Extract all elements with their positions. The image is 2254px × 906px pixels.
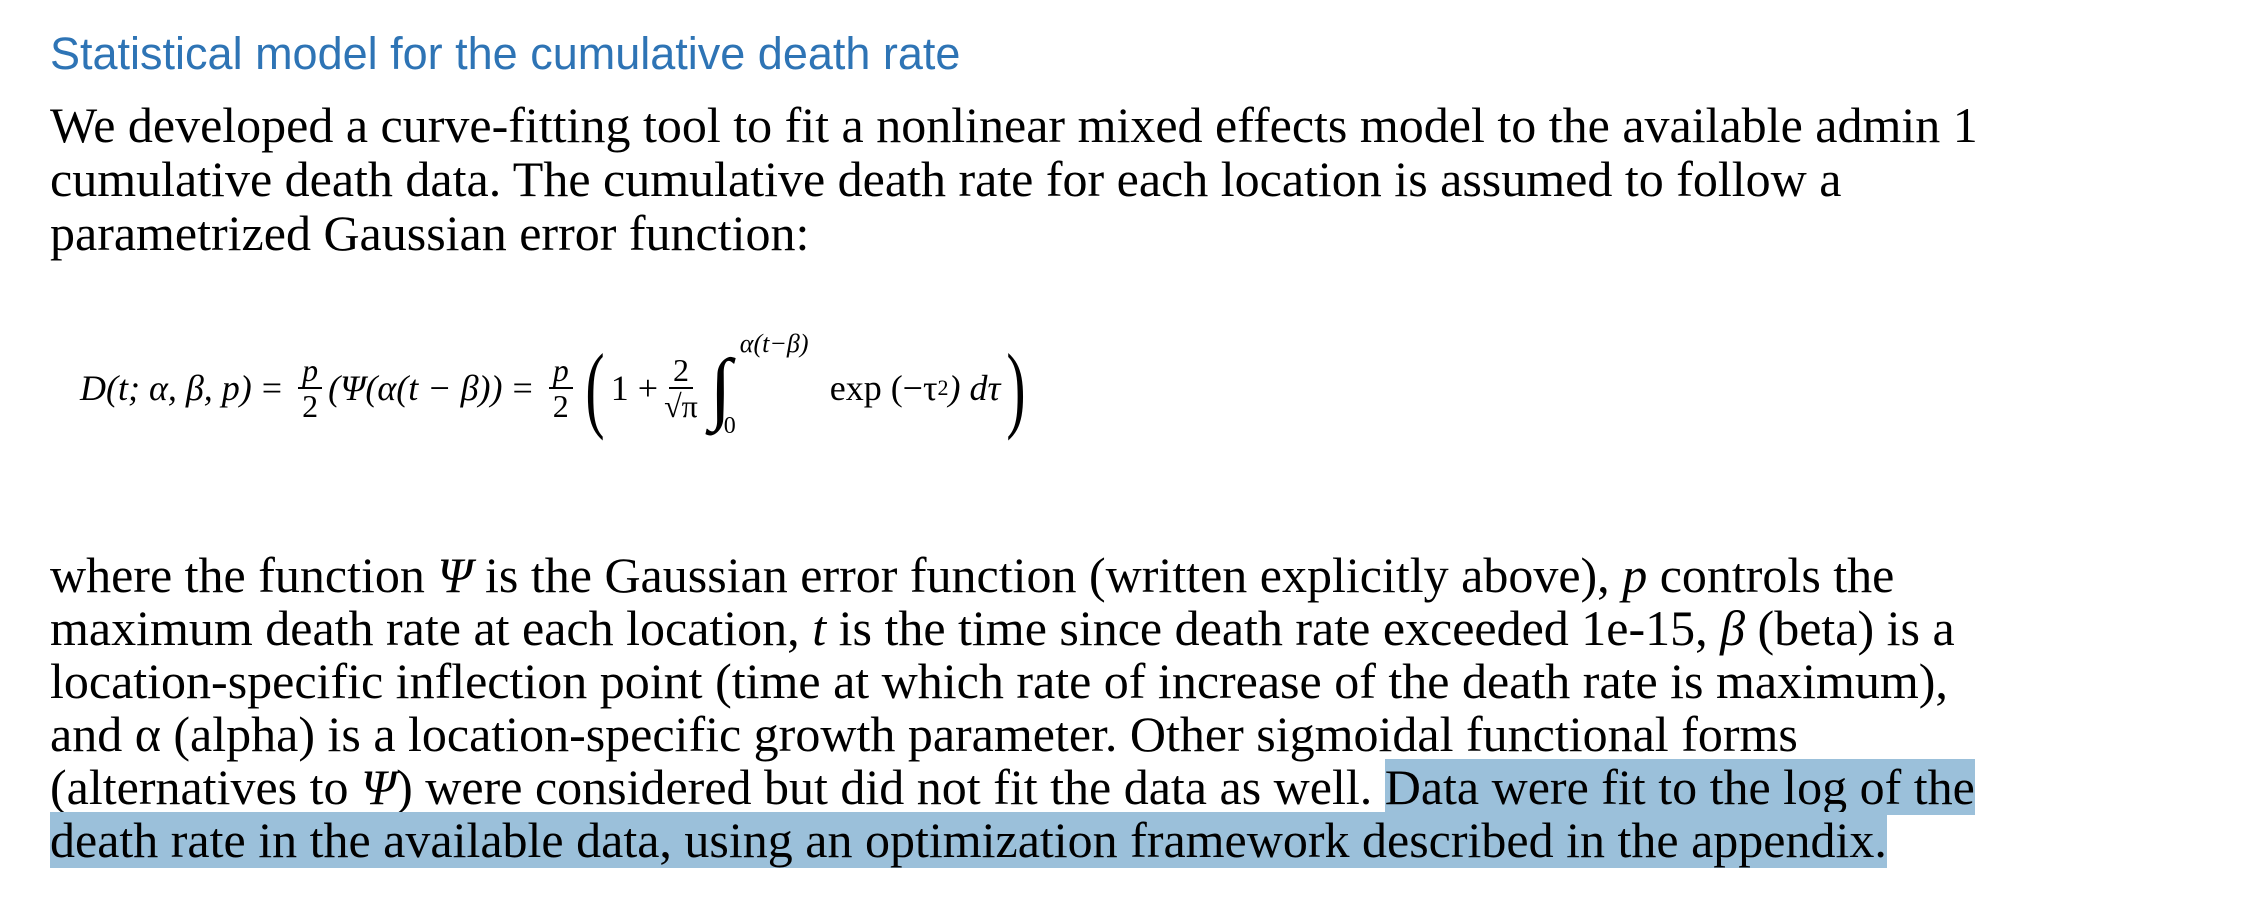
denominator: √π xyxy=(664,388,698,424)
numerator: 2 xyxy=(668,353,693,389)
text-segment: t xyxy=(812,600,827,656)
paragraph-line: (alternatives to Ψ) were considered but … xyxy=(50,759,1975,815)
section-heading: Statistical model for the cumulative dea… xyxy=(50,28,961,79)
text-segment: location-specific inflection point (time… xyxy=(50,653,1948,709)
highlighted-text: death rate in the available data, using … xyxy=(50,812,1887,868)
paragraph-line: location-specific inflection point (time… xyxy=(50,654,1948,708)
text-segment: ) were considered but did not fit the da… xyxy=(396,759,1385,815)
numerator: p xyxy=(548,353,573,389)
denominator: 2 xyxy=(302,388,319,424)
text-segment: (beta) is a xyxy=(1745,600,1955,656)
eq-equals: = xyxy=(261,368,283,408)
text-segment: p xyxy=(1622,547,1648,603)
eq-integrand-end: ) dτ xyxy=(948,368,1001,408)
paragraph-line: maximum death rate at each location, t i… xyxy=(50,601,1955,655)
fraction-2-over-sqrt-pi: 2 √π xyxy=(664,353,698,423)
eq-integrand: exp (−τ xyxy=(829,368,938,408)
eq-lhs: D(t; α, β, p) xyxy=(80,368,252,408)
highlighted-text: Data were fit to the log of the xyxy=(1384,759,1975,815)
paragraph-line: where the function Ψ is the Gaussian err… xyxy=(50,548,1894,602)
upper-limit: α(t−β) xyxy=(739,328,809,358)
paragraph-line: and α (alpha) is a location-specific gro… xyxy=(50,707,1798,761)
text-segment: where the function xyxy=(50,547,438,603)
denominator: 2 xyxy=(552,388,569,424)
eq-equals: = xyxy=(512,368,533,408)
text-segment: Ψ xyxy=(361,759,397,815)
numerator: p xyxy=(298,353,323,389)
exp-superscript: 2 xyxy=(937,375,949,400)
intro-line: We developed a curve-fitting tool to fit… xyxy=(50,97,1978,153)
text-segment: (alternatives to xyxy=(50,759,361,815)
text-segment: is the Gaussian error function (written … xyxy=(472,547,1623,603)
eq-psi-term: (Ψ(α(t − β)) xyxy=(328,368,503,408)
text-segment: maximum death rate at each location, xyxy=(50,600,813,656)
integral-sign: ∫ α(t−β) 0 xyxy=(709,328,809,439)
eq-one-plus: 1 + xyxy=(610,368,659,408)
right-paren: ) xyxy=(1006,334,1026,441)
text-segment: controls the xyxy=(1647,547,1895,603)
left-paren: ( xyxy=(585,334,605,441)
intro-line: cumulative death data. The cumulative de… xyxy=(50,151,1842,207)
text-segment: and α (alpha) is a location-specific gro… xyxy=(50,706,1798,762)
paragraph-line: death rate in the available data, using … xyxy=(50,812,1887,868)
intro-line: parametrized Gaussian error function: xyxy=(50,205,810,261)
text-segment: β xyxy=(1720,600,1746,656)
text-segment: Ψ xyxy=(437,547,473,603)
lower-limit: 0 xyxy=(723,412,736,439)
text-segment: is the time since death rate exceeded 1e… xyxy=(826,600,1721,656)
